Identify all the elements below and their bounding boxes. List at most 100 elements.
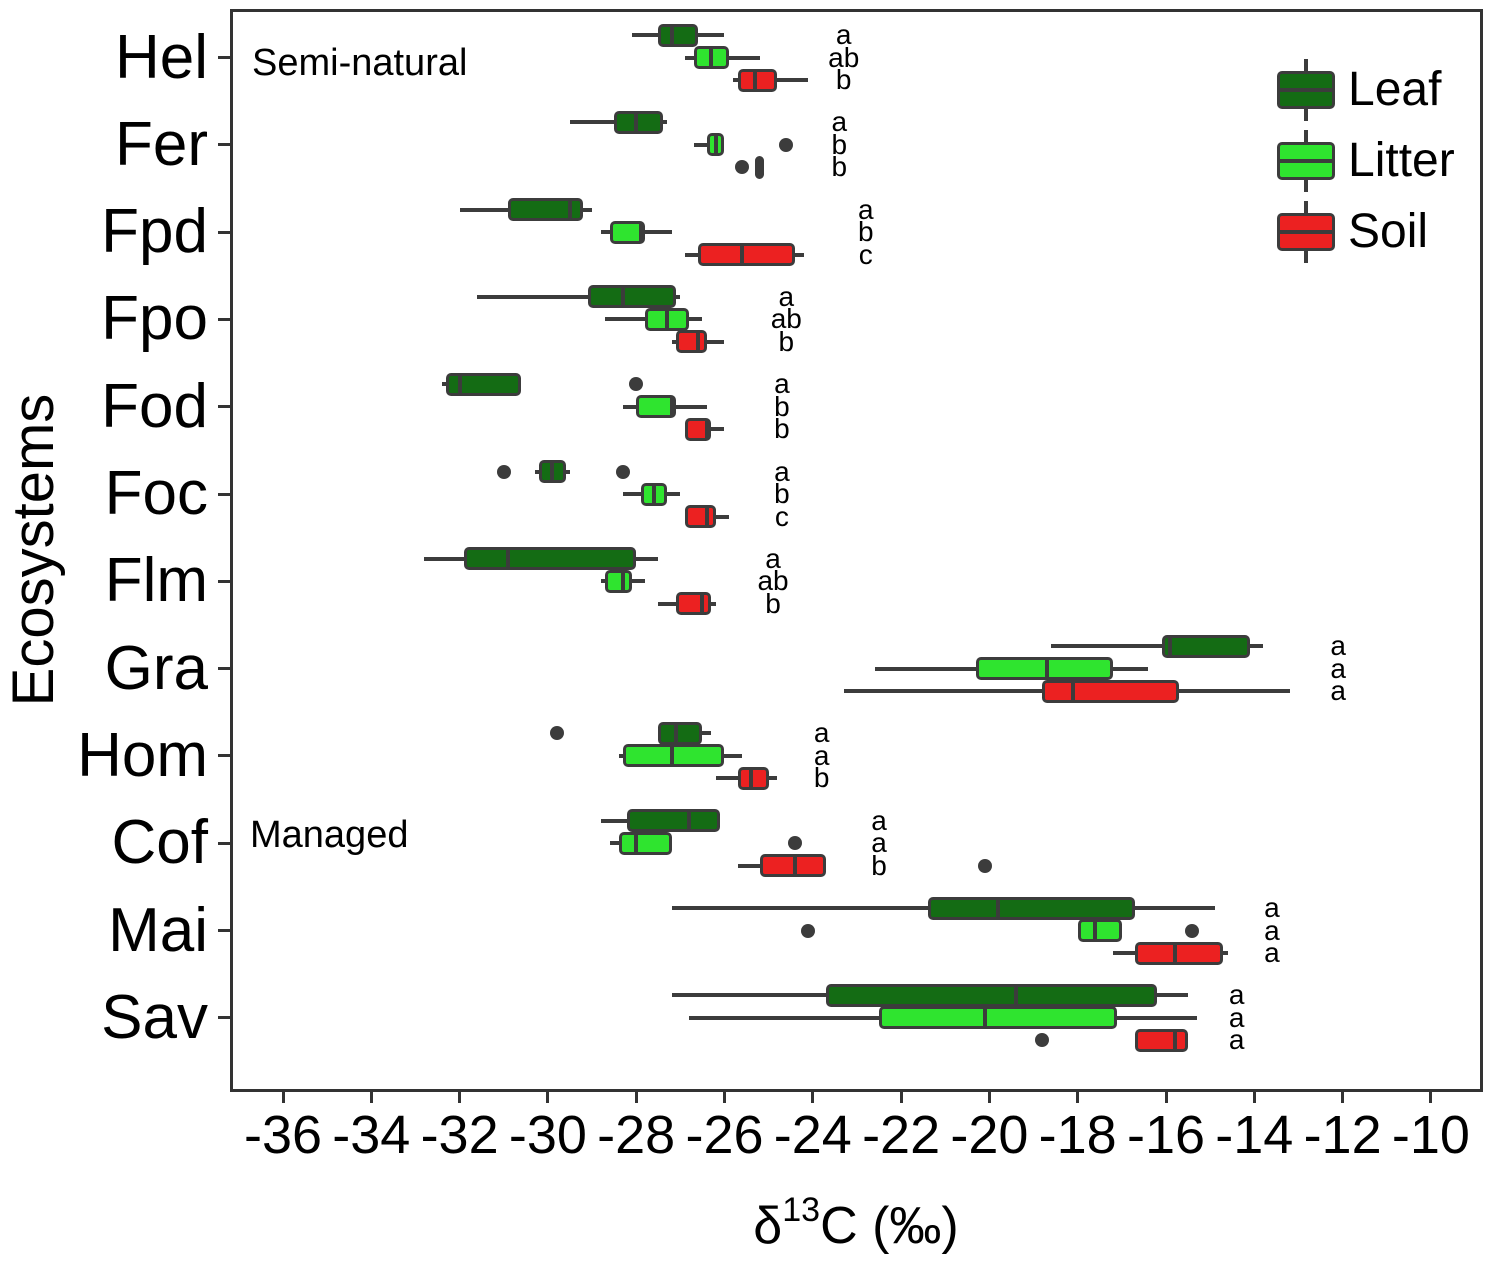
- median-soil: [704, 508, 709, 525]
- box-leaf: [587, 285, 676, 309]
- sig-letter: b: [774, 390, 790, 422]
- sig-letter: a: [1228, 1001, 1245, 1033]
- median-litter: [713, 136, 718, 154]
- sig-letter: b: [835, 64, 852, 95]
- box-leaf: [927, 896, 1136, 920]
- box-soil: [759, 854, 827, 878]
- y-tick-mark: [218, 579, 230, 583]
- y-tick-label-hel: Hel: [114, 22, 208, 92]
- y-tick-mark: [218, 929, 230, 932]
- box-leaf: [614, 110, 663, 134]
- median-leaf: [687, 812, 692, 830]
- y-tick-label-mai: Mai: [108, 895, 208, 965]
- y-tick-mark: [218, 143, 230, 147]
- median-leaf: [673, 724, 678, 742]
- box-leaf: [508, 198, 584, 222]
- median-litter: [665, 310, 670, 328]
- y-tick-mark: [218, 1016, 230, 1020]
- x-tick-mark: [1164, 1092, 1168, 1103]
- median-soil: [740, 246, 745, 264]
- sig-letter: c: [774, 500, 789, 532]
- median-litter: [982, 1009, 987, 1027]
- box-soil: [684, 505, 716, 528]
- median-litter: [1044, 660, 1049, 678]
- box-leaf: [658, 23, 698, 47]
- x-tick-mark: [723, 1092, 726, 1103]
- median-litter: [651, 485, 656, 503]
- outlier-litter: [788, 836, 803, 851]
- box-soil: [684, 417, 712, 441]
- sig-letter: a: [1264, 937, 1280, 968]
- median-leaf: [620, 288, 625, 306]
- outlier-leaf: [615, 464, 630, 479]
- median-soil: [757, 158, 762, 176]
- y-tick-label-foc: Foc: [104, 459, 208, 528]
- median-leaf: [550, 463, 555, 480]
- median-leaf: [457, 375, 462, 393]
- sig-letter: a: [1228, 979, 1245, 1011]
- y-tick-mark: [218, 317, 230, 321]
- x-tick-mark: [1341, 1092, 1345, 1103]
- sig-letter: a: [1330, 652, 1346, 684]
- outlier-soil: [735, 160, 750, 175]
- y-tick-label-flm: Flm: [104, 546, 208, 616]
- box-litter: [879, 1006, 1118, 1030]
- y-tick-label-hom: Hom: [77, 720, 208, 790]
- sig-letter: a: [1330, 675, 1346, 707]
- sig-letter: ab: [770, 303, 802, 335]
- legend-key-median: [1280, 230, 1332, 234]
- sig-letter: a: [774, 368, 790, 400]
- x-tick-mark: [458, 1092, 462, 1103]
- x-axis-title-superscript: 13: [782, 1190, 821, 1229]
- outlier-soil: [1035, 1033, 1050, 1048]
- sig-letter: a: [835, 19, 852, 50]
- section-label-semi-natural: Semi-natural: [252, 42, 468, 84]
- legend-label-litter: Litter: [1348, 134, 1455, 187]
- sig-letter: b: [857, 216, 874, 248]
- box-leaf: [1161, 634, 1250, 658]
- box-leaf: [627, 809, 721, 833]
- sig-letter: a: [813, 739, 830, 771]
- outlier-litter: [801, 923, 816, 938]
- outlier-soil: [977, 858, 992, 873]
- x-tick-mark: [281, 1092, 285, 1103]
- legend-key-median: [1280, 88, 1332, 92]
- sig-letter: a: [857, 193, 874, 225]
- sig-letter: a: [1264, 914, 1280, 946]
- box-soil: [1135, 1028, 1189, 1052]
- median-leaf: [1013, 986, 1018, 1004]
- y-tick-label-cof: Cof: [111, 808, 208, 878]
- sig-letter: a: [778, 280, 795, 312]
- x-tick-label: -24: [773, 1105, 852, 1165]
- legend-label-leaf: Leaf: [1348, 63, 1442, 116]
- median-litter: [669, 747, 674, 765]
- median-soil: [696, 333, 700, 351]
- median-leaf: [996, 899, 1001, 917]
- box-litter: [609, 220, 646, 244]
- sig-letter: a: [1330, 630, 1346, 662]
- x-tick-label: -10: [1391, 1105, 1470, 1165]
- y-tick-mark: [218, 667, 230, 671]
- x-tick-mark: [899, 1092, 903, 1103]
- y-tick-label-gra: Gra: [104, 633, 208, 703]
- y-tick-label-fpo: Fpo: [101, 284, 208, 354]
- x-tick-label: -12: [1303, 1105, 1382, 1165]
- sig-letter: ab: [828, 41, 860, 73]
- median-soil: [1172, 944, 1177, 962]
- x-tick-mark: [1076, 1092, 1080, 1103]
- box-soil: [1042, 679, 1180, 703]
- x-tick-label: -20: [950, 1105, 1029, 1165]
- box-litter: [1077, 919, 1122, 942]
- outlier-litter: [1185, 923, 1200, 938]
- x-tick-mark: [634, 1092, 638, 1103]
- median-soil: [704, 420, 709, 438]
- y-tick-mark: [218, 56, 230, 59]
- median-leaf: [506, 550, 511, 568]
- box-soil: [675, 330, 707, 354]
- box-leaf: [446, 372, 522, 396]
- box-litter: [976, 657, 1113, 681]
- x-tick-label: -34: [332, 1105, 411, 1165]
- box-litter: [618, 831, 672, 855]
- outlier-leaf: [549, 726, 564, 741]
